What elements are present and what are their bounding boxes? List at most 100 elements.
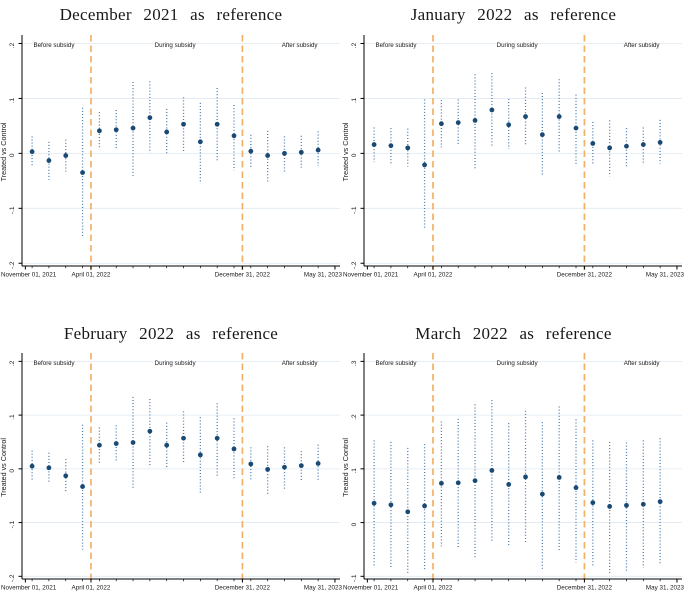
data-point <box>573 485 579 491</box>
region-label: During subsidy <box>155 360 197 367</box>
data-point <box>197 452 203 458</box>
data-point <box>231 133 237 139</box>
data-point <box>214 435 220 441</box>
region-label: Before subsidy <box>375 360 417 367</box>
data-point <box>29 149 35 155</box>
data-point <box>590 500 596 506</box>
x-tick-label: April 01, 2022 <box>72 585 111 592</box>
data-point <box>489 468 495 473</box>
x-tick-label: December 31, 2022 <box>557 585 613 592</box>
x-tick-label: November 01, 2021 <box>1 272 57 279</box>
data-point <box>96 128 102 134</box>
data-point <box>422 162 427 168</box>
panel-december-2021: December 2021 as reference Before subsid… <box>0 0 342 296</box>
region-label: After subsidy <box>282 360 319 367</box>
data-point <box>298 463 304 469</box>
y-tick-label: .2 <box>351 414 358 420</box>
y-tick-label: -.1 <box>9 206 16 214</box>
data-point <box>197 139 203 145</box>
data-point <box>607 504 613 509</box>
x-tick-label: May 31, 2023 <box>646 585 684 592</box>
data-point <box>438 121 444 127</box>
data-point <box>298 149 304 155</box>
y-tick-label: -.2 <box>351 261 358 269</box>
coefficient-chart-march-2022: Before subsidy During subsidy After subsid… <box>342 353 684 592</box>
data-point <box>214 121 220 127</box>
y-tick-label: -.2 <box>9 574 16 582</box>
data-point <box>181 435 186 441</box>
x-tick-label: April 01, 2022 <box>414 585 453 592</box>
data-point <box>371 500 377 506</box>
data-point <box>265 466 271 472</box>
region-label: After subsidy <box>282 42 319 49</box>
chart-title-february-2022: February 2022 as reference <box>63 324 279 343</box>
data-point <box>405 145 411 151</box>
data-point <box>640 142 646 147</box>
data-point <box>80 170 85 176</box>
panel-march-2022: March 2022 as reference Before subsidy Du… <box>342 296 685 592</box>
y-tick-label: 0 <box>351 522 358 526</box>
y-tick-label: 0 <box>9 153 16 157</box>
chart-title-january-2022: January 2022 as reference <box>410 5 617 24</box>
y-tick-label: -.1 <box>351 206 358 214</box>
data-point <box>315 147 321 153</box>
data-point <box>147 115 153 121</box>
x-tick-label: November 01, 2021 <box>343 272 399 279</box>
data-point <box>405 509 411 515</box>
data-point <box>455 480 461 486</box>
coefficient-chart-february-2022: Before subsidy During subsidy After subsid… <box>0 353 342 592</box>
data-point <box>455 120 461 126</box>
x-tick-label: April 01, 2022 <box>72 272 111 279</box>
data-point <box>248 148 254 154</box>
data-point <box>523 114 528 119</box>
data-point <box>489 107 495 113</box>
data-point <box>282 150 287 156</box>
y-tick-label: .3 <box>351 360 358 366</box>
data-point <box>96 442 102 448</box>
chart-title-december-2021: December 2021 as reference <box>59 5 283 24</box>
data-point <box>130 125 136 131</box>
x-tick-label: December 31, 2022 <box>557 272 613 279</box>
region-label: After subsidy <box>624 360 661 367</box>
data-point <box>130 440 136 445</box>
data-point <box>164 442 170 448</box>
y-tick-label: .1 <box>351 97 358 103</box>
y-tick-label: -.1 <box>9 520 16 528</box>
data-point <box>181 121 186 127</box>
data-point <box>472 478 478 484</box>
y-tick-label: .1 <box>351 468 358 474</box>
chart-title-march-2022: March 2022 as reference <box>415 324 612 343</box>
y-axis-title: Treated vs Control <box>342 438 350 497</box>
data-point <box>556 475 562 480</box>
coefficient-chart-december-2021: Before subsidy During subsidy After subsid… <box>0 35 342 279</box>
data-point <box>422 503 427 509</box>
data-point <box>29 463 35 469</box>
data-point <box>438 480 444 486</box>
data-point <box>539 132 545 138</box>
panel-february-2022: February 2022 as reference Before subsid… <box>0 296 342 592</box>
region-label: Before subsidy <box>375 42 417 49</box>
data-point <box>63 473 69 479</box>
region-label: Before subsidy <box>33 360 75 367</box>
data-point <box>315 461 321 466</box>
data-point <box>388 502 394 508</box>
data-point <box>80 484 85 489</box>
data-point <box>590 141 596 146</box>
data-point <box>282 464 287 470</box>
x-tick-label: April 01, 2022 <box>414 272 453 279</box>
y-tick-label: -.2 <box>9 261 16 269</box>
data-point <box>46 465 52 471</box>
x-tick-label: December 31, 2022 <box>215 585 271 592</box>
data-point <box>573 125 579 131</box>
x-tick-label: December 31, 2022 <box>215 272 271 279</box>
y-tick-label: .2 <box>9 360 16 366</box>
y-tick-label: .1 <box>9 414 16 420</box>
data-point <box>46 158 52 163</box>
data-point <box>624 143 629 149</box>
y-axis-title: Treated vs Control <box>0 122 8 181</box>
data-point <box>371 142 377 147</box>
region-label: During subsidy <box>497 42 539 49</box>
coefficient-chart-january-2022: Before subsidy During subsidy After subsid… <box>342 35 684 279</box>
data-point <box>388 143 394 149</box>
y-axis-title: Treated vs Control <box>0 438 8 497</box>
